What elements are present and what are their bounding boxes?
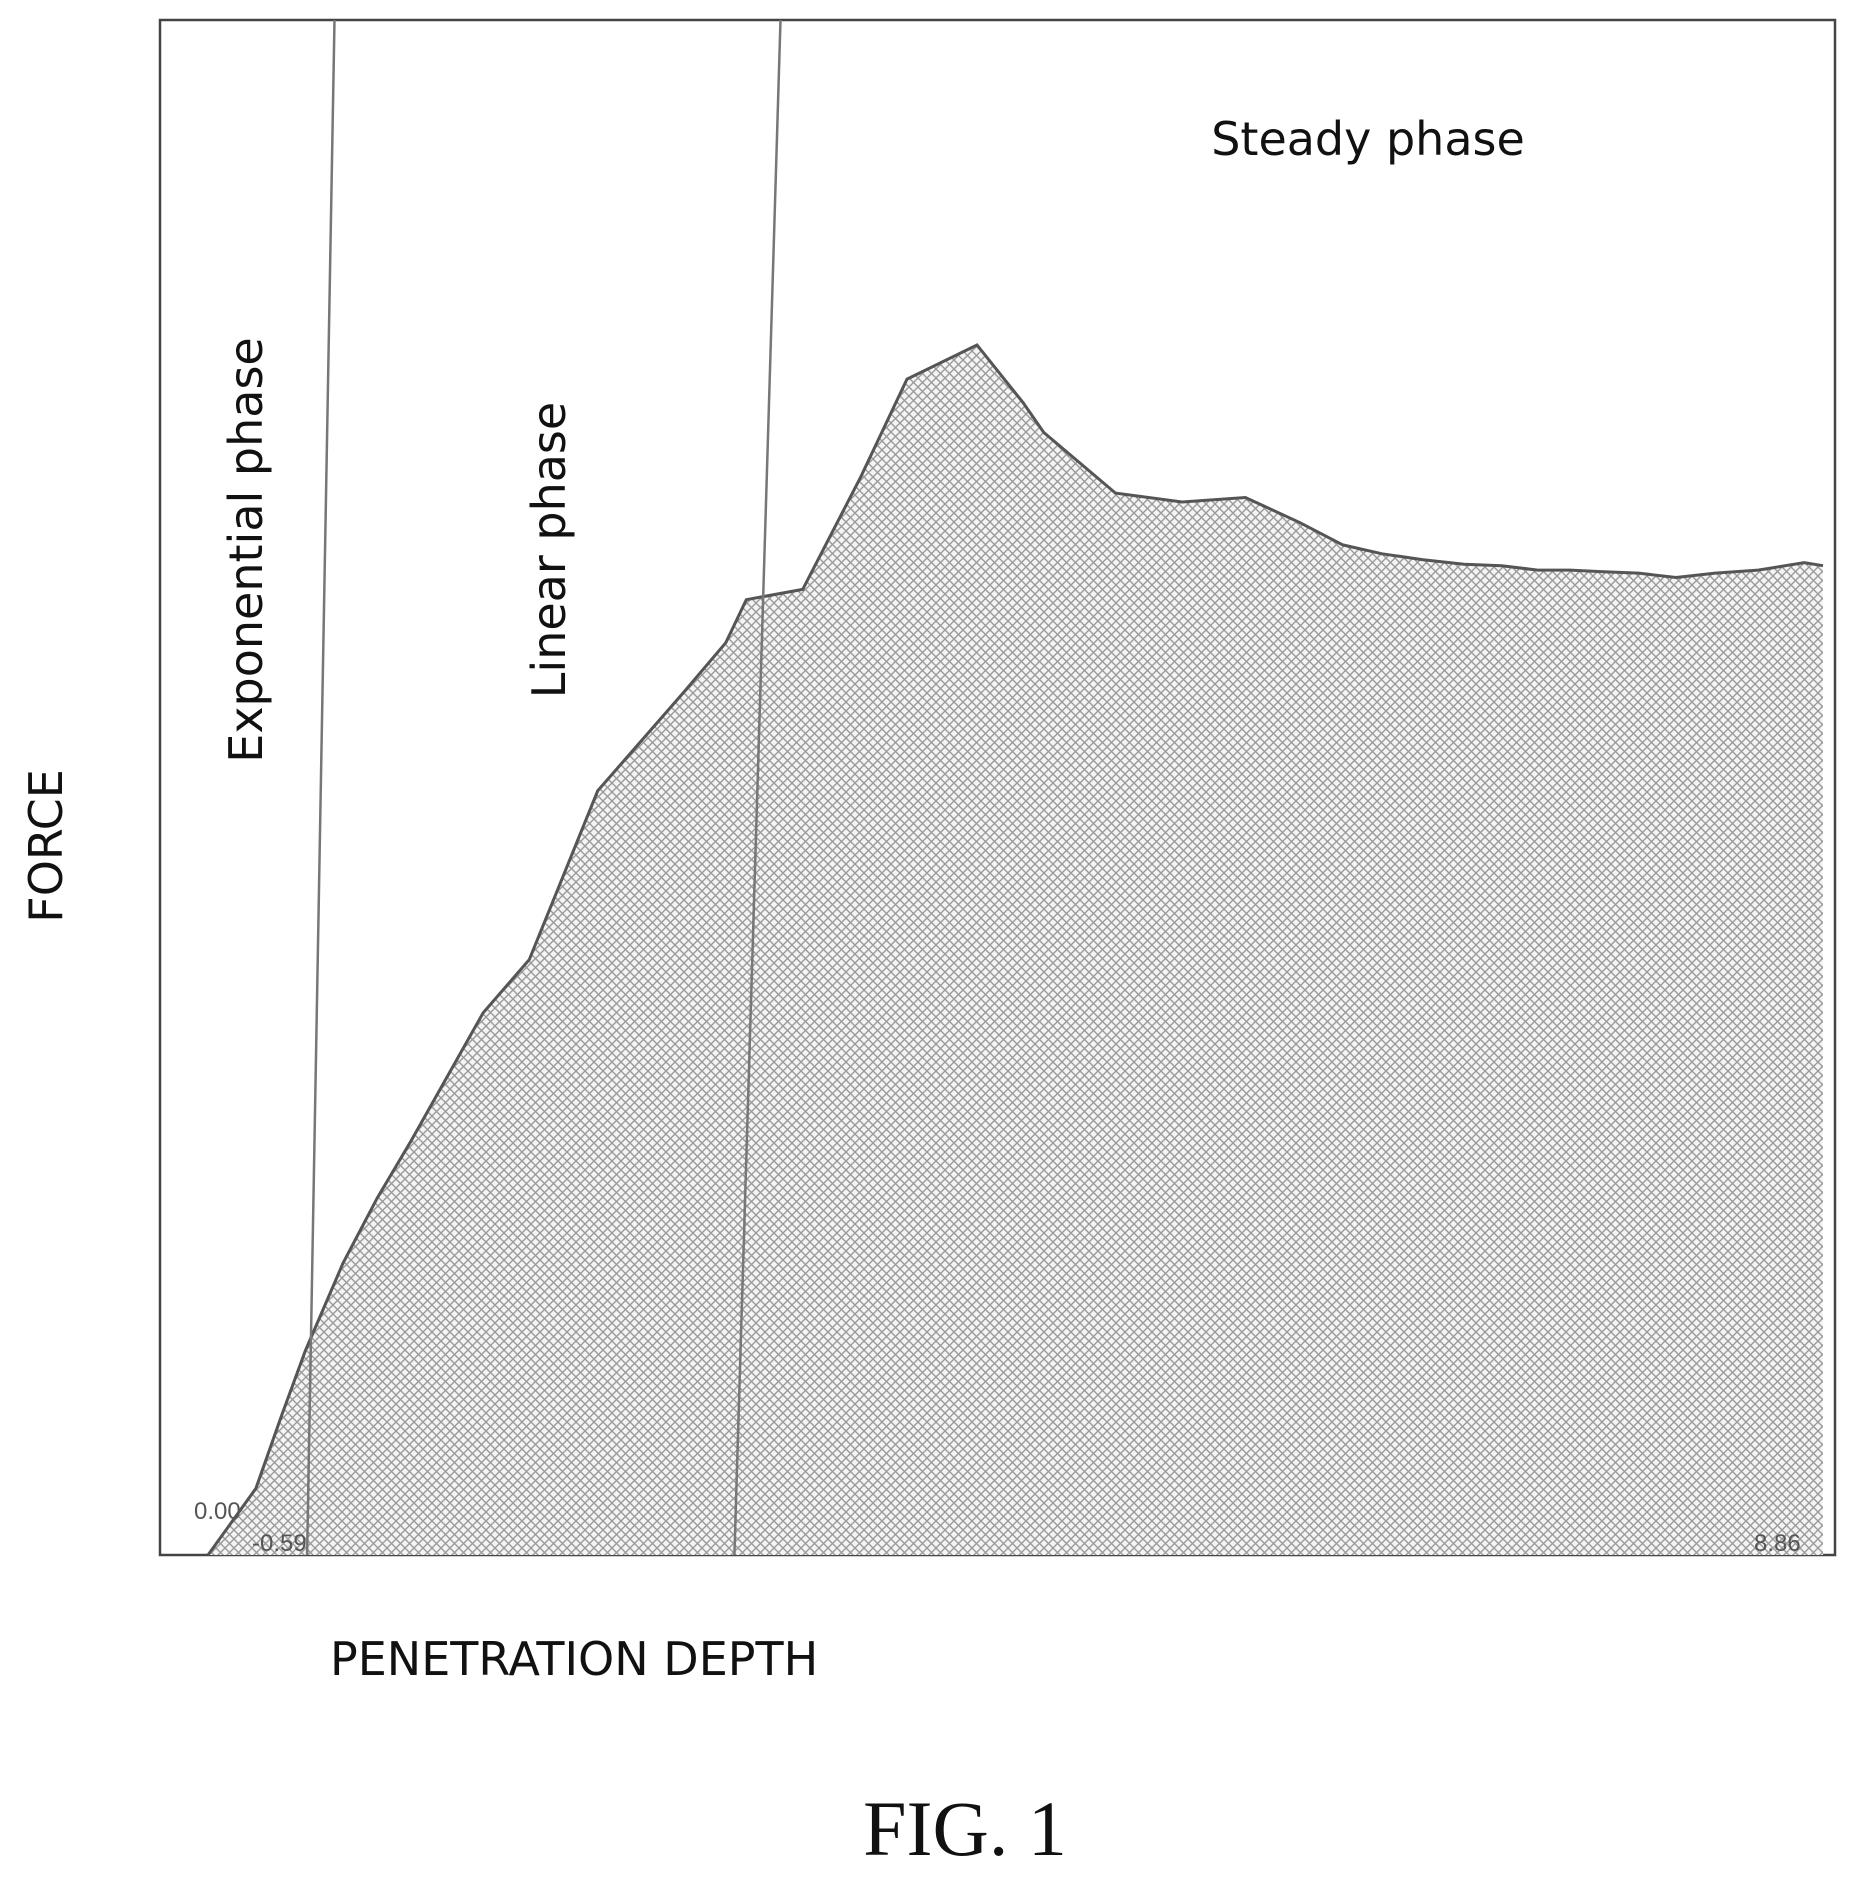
figure-caption: FIG. 1 — [863, 1785, 1067, 1872]
x-axis-label: PENETRATION DEPTH — [330, 1632, 818, 1686]
phase-label-linear: Linear phase — [522, 402, 576, 698]
force-curve-area — [208, 345, 1823, 1555]
x-tick-label-left: -0.59 — [252, 1530, 307, 1557]
force-curve-line — [206, 343, 1824, 1556]
y-axis-label: FORCE — [19, 769, 73, 923]
phase-label-steady: Steady phase — [1211, 112, 1525, 166]
phase-boundary-linear-steady — [733, 19, 782, 1556]
phase-boundary-exponential-linear — [305, 19, 336, 1556]
phase-label-exponential: Exponential phase — [219, 337, 273, 762]
y-tick-label-bottom: 0.00 — [194, 1498, 241, 1525]
x-tick-label-right: 8.86 — [1754, 1530, 1801, 1557]
